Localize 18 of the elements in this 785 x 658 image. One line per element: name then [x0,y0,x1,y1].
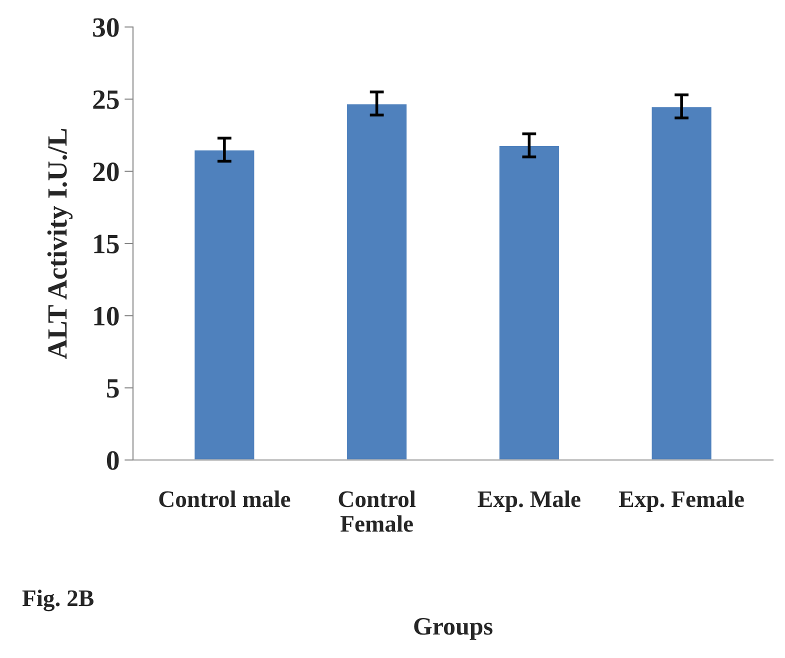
x-tick-label: Exp. Male [478,490,580,512]
caption: Fig. 2B [22,590,94,612]
y-axis-title: ALT Activity I.U./L [47,128,73,360]
bar [193,148,256,460]
y-tick-label: 20 [93,162,119,182]
y-tick-label: 15 [94,234,119,254]
bar [650,106,713,460]
bar [346,102,408,460]
y-tick-label: 10 [94,306,119,326]
x-tick-label: Control male [159,490,290,508]
x-axis-title: Groups [414,618,492,640]
y-tick-label: 30 [93,18,119,37]
x-tick-label: Control Female [338,490,416,532]
y-tick-label: 0 [106,451,119,470]
x-tick-label: Exp. Female [619,490,744,512]
y-tick-label: 25 [93,90,119,110]
bar [498,144,560,460]
y-tick-label: 5 [107,379,119,398]
